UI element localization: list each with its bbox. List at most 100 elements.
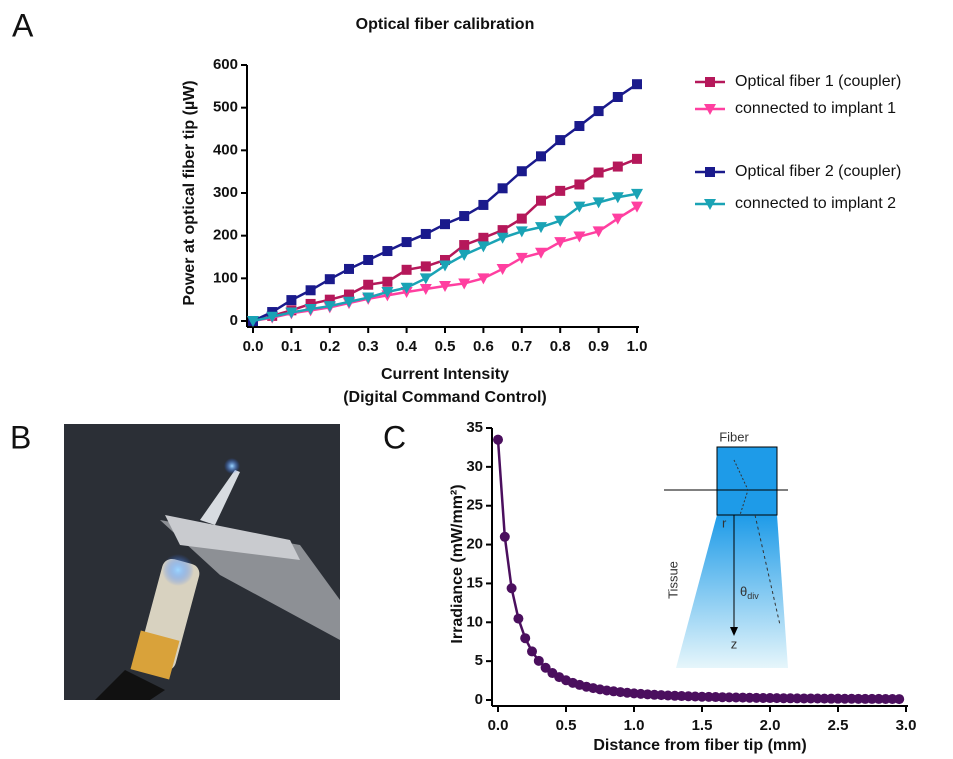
marker xyxy=(496,232,509,244)
y-tick-label: 15 xyxy=(466,574,483,591)
inset-diagram: Fiber r Tissue θdiv z xyxy=(664,429,788,668)
marker xyxy=(440,219,450,230)
marker xyxy=(632,153,642,164)
y-tick-label: 25 xyxy=(466,497,483,514)
marker xyxy=(324,274,335,285)
inset-label: θdiv xyxy=(740,584,759,601)
inset-label: θ xyxy=(740,584,747,599)
marker xyxy=(515,252,528,264)
legend-marker xyxy=(705,77,715,87)
y-tick-label: 10 xyxy=(466,613,483,630)
marker xyxy=(499,531,510,542)
x-tick-label: 0.5 xyxy=(435,338,456,355)
marker xyxy=(611,213,624,225)
marker xyxy=(439,260,451,272)
marker xyxy=(493,434,503,445)
inset-label: z xyxy=(731,636,738,651)
inset-label: Fiber xyxy=(719,429,749,444)
y-tick-label: 200 xyxy=(213,227,238,244)
x-tick-label: 0.5 xyxy=(556,717,577,734)
marker xyxy=(592,226,605,238)
marker xyxy=(535,247,547,259)
marker xyxy=(540,662,551,673)
marker xyxy=(419,273,432,285)
marker xyxy=(440,254,450,265)
legend-label: Optical fiber 2 (coupler) xyxy=(735,163,901,180)
y-tick-label: 20 xyxy=(466,536,483,553)
marker xyxy=(574,179,585,190)
marker xyxy=(459,240,470,251)
marker xyxy=(535,222,547,234)
legend-marker xyxy=(705,167,715,177)
marker xyxy=(573,231,586,243)
legend-marker xyxy=(704,199,716,210)
marker xyxy=(401,264,412,275)
marker xyxy=(477,241,490,253)
panel-label: B xyxy=(10,419,31,455)
marker xyxy=(285,307,298,319)
marker xyxy=(593,167,604,178)
marker xyxy=(611,192,624,204)
marker xyxy=(555,185,566,196)
legend-marker xyxy=(705,167,715,177)
x-tick-label: 1.0 xyxy=(627,338,648,355)
marker xyxy=(247,316,259,327)
x-axis-label: Current Intensity xyxy=(381,366,509,383)
inset-label: Tissue xyxy=(665,561,680,599)
y-axis-label: Irradiance (mW/mm²) xyxy=(449,484,466,643)
marker xyxy=(420,261,431,272)
x-tick-label: 1.5 xyxy=(692,717,713,734)
marker xyxy=(400,282,413,294)
marker xyxy=(506,583,517,594)
marker xyxy=(592,197,605,209)
marker xyxy=(362,292,375,304)
inset-label: r xyxy=(722,515,727,530)
marker xyxy=(304,304,317,316)
marker xyxy=(496,263,509,275)
y-tick-label: 600 xyxy=(213,56,238,73)
marker xyxy=(343,296,355,308)
y-tick-label: 300 xyxy=(213,184,238,201)
marker xyxy=(458,278,471,290)
x-tick-label: 2.5 xyxy=(828,717,849,734)
marker xyxy=(344,263,354,274)
y-tick-label: 35 xyxy=(466,419,483,436)
legend-marker xyxy=(704,104,716,115)
x-tick-label: 0.2 xyxy=(319,338,340,355)
x-axis-label: Distance from fiber tip (mm) xyxy=(593,737,806,754)
y-tick-label: 30 xyxy=(466,458,483,475)
y-tick-label: 0 xyxy=(475,691,483,708)
x-tick-label: 0.0 xyxy=(243,338,264,355)
chart-title: Optical fiber calibration xyxy=(356,16,535,33)
marker xyxy=(266,311,279,323)
marker xyxy=(631,201,643,213)
x-tick-label: 0.0 xyxy=(488,717,509,734)
panel-label: A xyxy=(12,7,34,43)
marker xyxy=(536,195,546,206)
x-tick-label: 0.1 xyxy=(281,338,302,355)
marker xyxy=(516,166,527,177)
marker xyxy=(631,188,643,200)
marker xyxy=(536,151,546,162)
marker xyxy=(513,613,524,624)
marker xyxy=(554,215,567,227)
photo xyxy=(64,424,340,700)
marker xyxy=(612,92,623,102)
marker xyxy=(324,294,335,305)
marker xyxy=(382,246,393,257)
marker xyxy=(439,281,451,293)
marker xyxy=(382,276,393,287)
y-tick-label: 100 xyxy=(213,269,238,286)
marker xyxy=(516,213,527,224)
legend-label: Optical fiber 1 (coupler) xyxy=(735,73,901,90)
marker xyxy=(573,201,586,213)
marker xyxy=(458,249,471,261)
marker xyxy=(574,121,585,132)
x-tick-label: 2.0 xyxy=(760,717,781,734)
marker xyxy=(305,298,316,309)
marker xyxy=(497,183,508,194)
x-tick-label: 1.0 xyxy=(624,717,645,734)
marker xyxy=(305,285,316,296)
marker xyxy=(323,301,336,313)
marker xyxy=(520,633,531,644)
